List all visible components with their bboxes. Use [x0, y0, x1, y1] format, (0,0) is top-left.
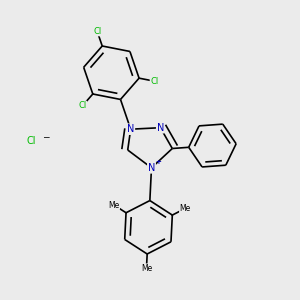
Text: Me: Me	[108, 200, 120, 209]
Text: Cl: Cl	[150, 76, 158, 85]
Text: N: N	[157, 123, 164, 133]
Text: N: N	[148, 163, 155, 173]
Text: N: N	[127, 124, 134, 134]
Text: +: +	[155, 160, 161, 166]
Text: Me: Me	[141, 264, 152, 273]
Text: Cl: Cl	[26, 136, 36, 146]
Text: Cl: Cl	[93, 27, 101, 36]
Text: −: −	[42, 132, 49, 141]
Text: Cl: Cl	[79, 101, 87, 110]
Text: Me: Me	[179, 204, 191, 213]
